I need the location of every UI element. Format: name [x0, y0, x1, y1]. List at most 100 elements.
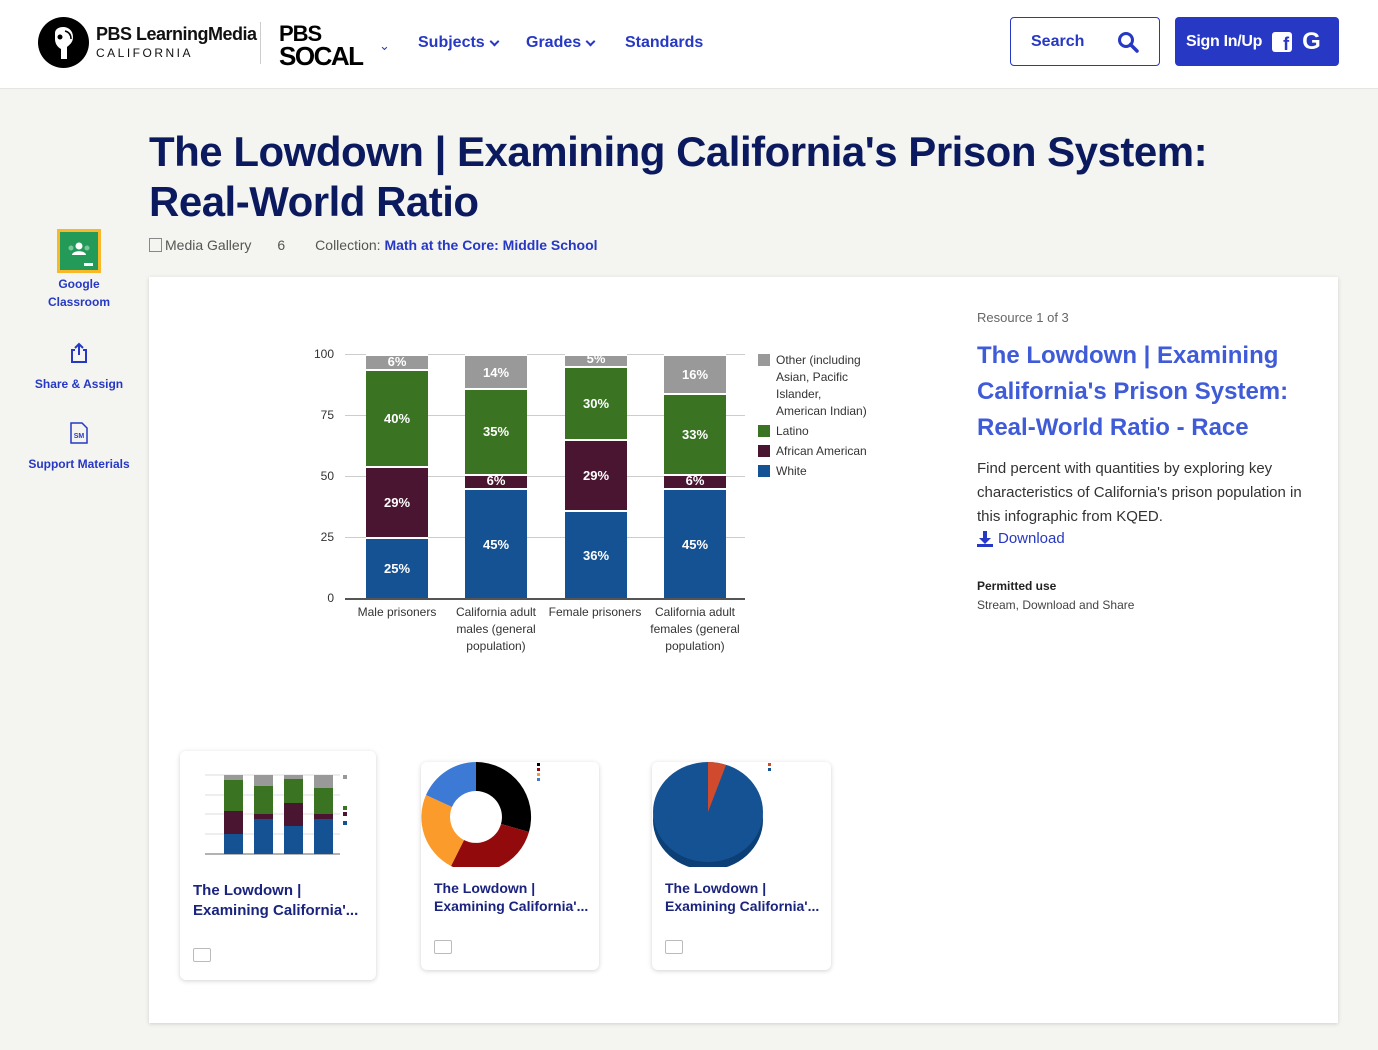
- thumbnail-card-1[interactable]: The Lowdown | Examining California'...: [180, 751, 376, 980]
- bar-segment: 14%: [465, 354, 527, 389]
- x-axis: [345, 598, 745, 600]
- page-title: The Lowdown | Examining California's Pri…: [149, 128, 1208, 225]
- download-label: Download: [998, 530, 1065, 547]
- logo-title: PBS LearningMedia: [96, 24, 257, 44]
- bar-stack: 45% 6% 35% 14%: [465, 340, 527, 598]
- bar-segment: 6%: [465, 473, 527, 489]
- gridline: [345, 476, 745, 477]
- support-materials-icon: SM: [70, 422, 88, 444]
- bar-stack: 25% 29% 40% 6%: [366, 340, 428, 598]
- resource-title-link[interactable]: The Lowdown | Examining California's Pri…: [977, 342, 1289, 441]
- pbs-learningmedia-logo[interactable]: PBS LearningMedia CALIFORNIA: [96, 24, 257, 60]
- sign-in-label: Sign In/Up: [1186, 32, 1263, 50]
- x-label: Female prisoners: [548, 605, 642, 619]
- legend-item-african-american: African American: [758, 443, 868, 460]
- search-button[interactable]: Search: [1010, 17, 1160, 66]
- chevron-down-icon: [489, 36, 500, 46]
- bar-segment: 25%: [366, 537, 428, 598]
- legend-swatch: [758, 425, 770, 437]
- item-count: 6: [277, 237, 286, 253]
- pbs-logo-icon[interactable]: [38, 17, 89, 68]
- share-icon: [71, 342, 87, 363]
- pbs-heads-icon: [55, 27, 73, 59]
- bar-segment: 35%: [465, 388, 527, 474]
- bar-segment: 29%: [366, 466, 428, 537]
- bar-segment: 40%: [366, 368, 428, 467]
- search-icon: [1118, 32, 1139, 53]
- bar-segment: 33%: [664, 393, 726, 474]
- legend-item-latino: Latino: [758, 423, 868, 440]
- bar-segment: 29%: [565, 439, 627, 511]
- bar-segment: 45%: [465, 488, 527, 598]
- legend-swatch: [758, 465, 770, 477]
- sidebar-item-label: Google Classroom: [47, 277, 111, 309]
- download-icon: [977, 530, 993, 547]
- site-header: PBS LearningMedia CALIFORNIA PBS SOCAL ⌄…: [0, 0, 1378, 89]
- image-placeholder-icon: [193, 948, 211, 962]
- y-tick: 50: [320, 469, 334, 483]
- bar-segment: 6%: [664, 473, 726, 489]
- collection-link[interactable]: Math at the Core: Middle School: [384, 237, 598, 253]
- nav-standards[interactable]: Standards: [625, 34, 703, 52]
- gridline: [345, 354, 745, 355]
- sidebar-item-google-classroom[interactable]: Google Classroom: [28, 229, 130, 311]
- chevron-down-icon: [585, 36, 596, 46]
- image-placeholder-icon: [665, 940, 683, 954]
- station-logo-line1: PBS: [279, 21, 322, 46]
- nav-standards-label: Standards: [625, 34, 704, 51]
- thumbnail-title: The Lowdown | Examining California'...: [193, 882, 359, 919]
- download-link[interactable]: Download: [977, 530, 1065, 547]
- gridline: [345, 415, 745, 416]
- resource-counter: Resource 1 of 3: [977, 310, 1069, 325]
- nav-subjects-label: Subjects: [418, 34, 485, 51]
- nav-subjects[interactable]: Subjects: [418, 34, 500, 52]
- thumbnail-title: The Lowdown | Examining California'...: [665, 880, 820, 914]
- permitted-use-label: Permitted use: [977, 579, 1057, 593]
- collection-prefix: Collection:: [315, 237, 381, 253]
- thumbnail-image: [180, 751, 376, 868]
- logo-subtitle: CALIFORNIA: [96, 46, 194, 60]
- resource-description: Find percent with quantities by explorin…: [977, 460, 1302, 525]
- y-tick: 0: [327, 591, 334, 605]
- sign-in-button[interactable]: Sign In/Up f G: [1175, 17, 1339, 66]
- thumbnail-image: [421, 762, 599, 867]
- facebook-icon: f: [1272, 31, 1293, 53]
- sidebar-item-support-materials[interactable]: SM Support Materials: [28, 422, 130, 473]
- station-logo-line2: SOCAL: [279, 41, 364, 71]
- x-label: California adult males (general populati…: [455, 605, 537, 653]
- x-label: Male prisoners: [357, 605, 437, 619]
- sidebar-item-label: Share & Assign: [34, 377, 124, 391]
- legend-swatch: [758, 445, 770, 457]
- google-classroom-icon: [57, 229, 101, 273]
- svg-text:SM: SM: [74, 433, 85, 440]
- bar-segment: 45%: [664, 488, 726, 598]
- y-tick: 75: [320, 408, 334, 422]
- bar-stack: 45% 6% 33% 16%: [664, 340, 726, 598]
- nav-grades[interactable]: Grades: [526, 34, 596, 52]
- collection-info: Collection: Math at the Core: Middle Sch…: [315, 237, 597, 253]
- sidebar-item-share-assign[interactable]: Share & Assign: [28, 342, 130, 393]
- y-tick: 25: [320, 530, 334, 544]
- search-label: Search: [1031, 32, 1085, 50]
- station-logo[interactable]: PBS SOCAL: [279, 21, 364, 71]
- thumbnail-card-2[interactable]: The Lowdown | Examining California'...: [421, 762, 599, 970]
- permitted-use-value: Stream, Download and Share: [977, 598, 1135, 612]
- bar-segment: 5%: [565, 351, 627, 367]
- x-label: California adult females (general popula…: [650, 605, 740, 653]
- legend-item-white: White: [758, 463, 868, 480]
- legend-item-other: Other (including Asian, Pacific Islander…: [758, 352, 868, 420]
- bar-segment: 30%: [565, 366, 627, 440]
- chart-legend: Other (including Asian, Pacific Islander…: [758, 352, 868, 483]
- logo-divider: [260, 22, 261, 64]
- gridline: [345, 537, 745, 538]
- nav-grades-label: Grades: [526, 34, 582, 51]
- sidebar-item-label: Support Materials: [28, 457, 130, 471]
- bar-segment: 16%: [664, 354, 726, 394]
- thumbnail-image: [652, 762, 831, 867]
- bar-segment: 36%: [565, 510, 627, 598]
- station-chevron-down-icon[interactable]: ⌄: [379, 38, 390, 53]
- media-gallery-icon: [149, 238, 162, 252]
- google-icon: G: [1302, 27, 1321, 55]
- resource-type: Media Gallery: [165, 237, 252, 253]
- thumbnail-card-3[interactable]: The Lowdown | Examining California'...: [652, 762, 831, 970]
